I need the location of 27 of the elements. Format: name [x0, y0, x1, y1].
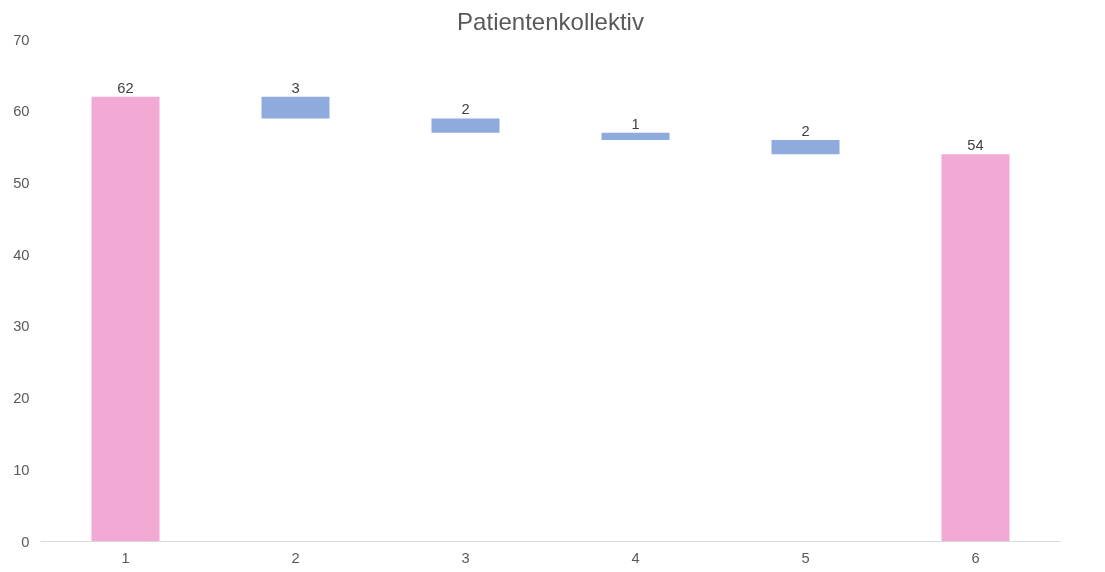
bar	[601, 132, 670, 140]
x-tick-label: 3	[461, 549, 470, 566]
y-tick-label: 10	[13, 461, 30, 478]
bar	[261, 96, 330, 119]
data-label: 1	[631, 115, 640, 132]
data-label: 2	[801, 122, 810, 139]
data-label: 54	[967, 137, 984, 154]
x-tick-label: 6	[971, 549, 980, 566]
y-tick-label: 0	[21, 533, 30, 550]
y-tick-label: 30	[13, 318, 30, 335]
x-tick-label: 1	[121, 549, 130, 566]
data-label: 2	[461, 101, 470, 118]
data-label: 3	[291, 79, 300, 96]
data-label: 62	[117, 79, 134, 96]
y-tick-label: 20	[13, 390, 30, 407]
bar	[941, 154, 1010, 542]
x-tick-label: 5	[801, 549, 810, 566]
bar	[91, 96, 160, 542]
y-tick-label: 50	[13, 174, 30, 191]
x-tick-label: 2	[291, 549, 300, 566]
x-tick-label: 4	[631, 549, 640, 566]
y-tick-label: 60	[13, 103, 30, 120]
chart-title: Patientenkollektiv	[457, 7, 644, 35]
y-tick-label: 70	[13, 31, 30, 48]
bar	[771, 139, 840, 155]
bar	[431, 118, 500, 133]
y-tick-label: 40	[13, 246, 30, 263]
